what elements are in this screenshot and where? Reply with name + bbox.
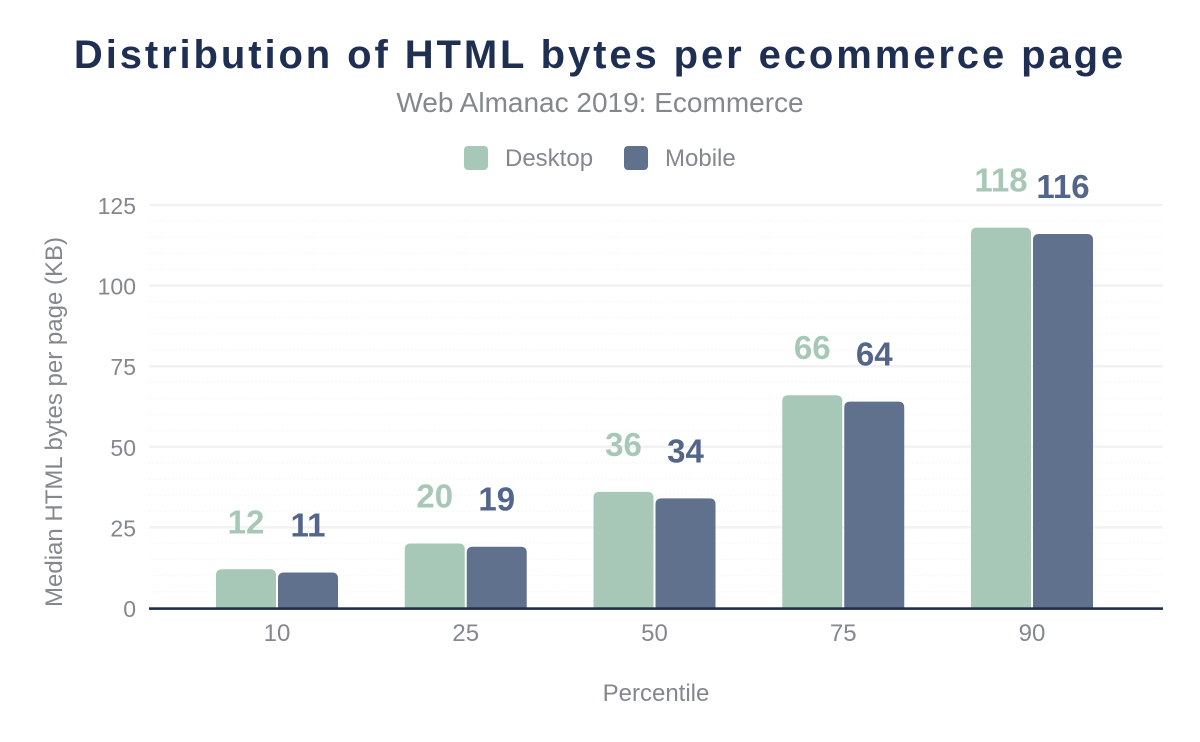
x-tick-label: 50 <box>641 620 668 647</box>
bar-desktop-p90 <box>971 227 1031 608</box>
bar-desktop-p75 <box>782 395 843 608</box>
x-axis-line <box>149 607 1163 610</box>
value-labels-group: 12 11 20 19 36 34 66 64 118 116 <box>228 162 1090 544</box>
x-tick-labels-group: 10 25 50 75 90 <box>264 620 1046 647</box>
x-tick-label: 90 <box>1019 620 1046 647</box>
bar-desktop-p10 <box>216 569 276 608</box>
value-label-desktop-p25: 20 <box>416 478 453 515</box>
legend-swatch-desktop <box>464 146 488 170</box>
bar-mobile-p90 <box>1033 234 1093 609</box>
value-label-mobile-p90: 116 <box>1036 168 1089 205</box>
x-axis-title: Percentile <box>603 680 710 707</box>
y-tick-label: 25 <box>110 515 136 541</box>
x-tick-label: 10 <box>264 620 291 647</box>
y-tick-label: 75 <box>110 354 136 380</box>
bars-group <box>216 227 1093 609</box>
value-label-mobile-p25: 19 <box>478 481 515 518</box>
y-tick-labels-group: 0 25 50 75 100 125 <box>98 193 136 622</box>
value-label-mobile-p50: 34 <box>667 432 704 469</box>
chart-subtitle: Web Almanac 2019: Ecommerce <box>396 87 803 118</box>
value-label-mobile-p75: 64 <box>856 336 893 373</box>
y-tick-label: 50 <box>110 435 136 461</box>
y-axis-title: Median HTML bytes per page (KB) <box>41 237 68 607</box>
legend-label-mobile: Mobile <box>665 145 736 172</box>
x-tick-label: 25 <box>452 620 479 647</box>
bar-mobile-p75 <box>844 401 905 608</box>
value-label-desktop-p10: 12 <box>228 503 265 540</box>
chart-title: Distribution of HTML bytes per ecommerce… <box>74 33 1126 77</box>
bar-mobile-p25 <box>466 546 527 608</box>
x-tick-label: 75 <box>830 620 857 647</box>
legend-swatch-mobile <box>624 146 648 170</box>
axis-group <box>149 607 1163 610</box>
y-tick-label: 125 <box>98 193 136 219</box>
bar-desktop-p25 <box>404 543 465 608</box>
value-label-desktop-p90: 118 <box>974 162 1027 199</box>
legend: Desktop Mobile <box>464 145 736 172</box>
value-label-desktop-p75: 66 <box>794 329 831 366</box>
bar-mobile-p10 <box>278 572 338 608</box>
value-label-mobile-p10: 11 <box>291 507 326 544</box>
legend-label-desktop: Desktop <box>505 145 593 172</box>
bar-desktop-p50 <box>593 491 654 608</box>
bar-mobile-p50 <box>655 498 716 608</box>
y-tick-label: 0 <box>123 596 136 622</box>
y-tick-label: 100 <box>98 274 136 300</box>
value-label-desktop-p50: 36 <box>605 426 642 463</box>
